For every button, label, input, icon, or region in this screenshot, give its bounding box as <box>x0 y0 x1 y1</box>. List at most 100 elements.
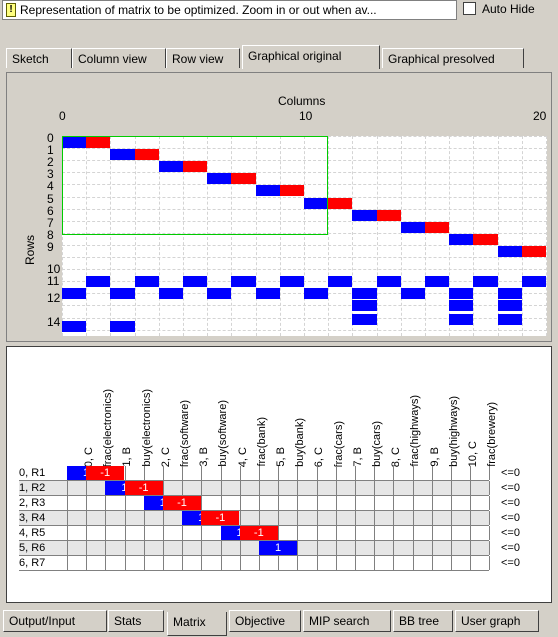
cell-divider <box>297 556 299 570</box>
tab-output-input[interactable]: Output/Input <box>3 610 107 632</box>
tab-mip-search[interactable]: MIP search <box>303 610 391 632</box>
matrix-value-cell[interactable]: -1 <box>201 511 240 525</box>
cell-divider <box>316 541 318 555</box>
matrix-value-cell[interactable]: -1 <box>124 481 163 495</box>
cell-divider <box>201 526 203 540</box>
cell-divider <box>124 556 126 570</box>
cell-divider <box>355 496 356 510</box>
positive-cell <box>497 300 522 312</box>
tab-row-view[interactable]: Row view <box>166 48 240 68</box>
matrix-value-cell[interactable]: -1 <box>239 526 278 540</box>
cell-divider <box>412 526 414 540</box>
row-tick-label: 8 <box>47 227 54 242</box>
row-tick-label: 7 <box>47 215 54 230</box>
positive-cell <box>255 185 280 197</box>
cell-divider <box>393 526 395 540</box>
tab-column-view[interactable]: Column view <box>72 48 166 68</box>
cell-divider <box>259 466 260 480</box>
positive-cell <box>255 288 280 300</box>
cell-divider <box>335 541 337 555</box>
negative-cell <box>231 173 256 185</box>
cell-divider <box>412 466 414 480</box>
column-header: buy(bank) <box>294 418 307 467</box>
matrix-value-cell[interactable]: 1 <box>259 541 297 555</box>
grid-row-line <box>62 232 547 235</box>
cell-divider <box>431 541 433 555</box>
cell-divider <box>470 556 472 570</box>
autohide-label[interactable]: Auto Hide <box>482 2 535 16</box>
cell-divider <box>67 541 68 555</box>
positive-cell <box>304 288 329 300</box>
cell-divider <box>451 496 452 510</box>
tab-matrix[interactable]: Matrix <box>167 612 227 636</box>
tab-sketch[interactable]: Sketch <box>6 48 72 68</box>
column-header: 5, B <box>275 447 287 467</box>
cell-divider <box>355 541 356 555</box>
cell-divider <box>239 496 241 510</box>
cell-divider <box>124 541 126 555</box>
column-header: 6, C <box>313 446 326 467</box>
cell-divider <box>355 526 356 540</box>
cell-divider <box>374 541 376 555</box>
matrix-sparsity-plot[interactable] <box>62 136 547 336</box>
grid-col-line <box>183 136 185 336</box>
row-relation: <=0 <box>501 527 520 539</box>
positive-cell <box>110 320 135 332</box>
grid-col-line <box>255 136 258 336</box>
tab-graphical-original[interactable]: Graphical original <box>242 45 380 69</box>
row-tick-label: 6 <box>47 203 54 218</box>
positive-cell <box>158 288 183 300</box>
cell-divider <box>105 541 107 555</box>
autohide-checkbox[interactable] <box>463 2 476 15</box>
grid-row-line <box>62 208 547 211</box>
cell-divider <box>412 556 414 570</box>
tab-bb-tree[interactable]: BB tree <box>393 610 453 632</box>
column-header: buy(software) <box>217 400 230 467</box>
cell-divider <box>67 526 68 540</box>
negative-cell <box>183 161 208 173</box>
column-header: 1, B <box>121 447 134 467</box>
grid-col-line <box>376 136 379 336</box>
zoom-selection-rectangle[interactable] <box>62 136 329 236</box>
matrix-value-cell[interactable]: -1 <box>86 466 125 480</box>
positive-cell <box>328 276 353 288</box>
cell-divider <box>412 496 414 510</box>
matrix-row: 6, R7 <=0 <box>19 556 520 571</box>
cell-divider <box>470 466 472 480</box>
rows-axis-label: Rows <box>23 235 37 266</box>
positive-cell <box>449 233 474 245</box>
grid-col-line <box>497 136 500 336</box>
cell-divider <box>451 466 452 480</box>
cell-divider <box>316 481 318 495</box>
cell-divider <box>470 481 472 495</box>
positive-cell <box>231 276 256 288</box>
positive-cell <box>497 245 522 257</box>
positive-cell <box>207 288 232 300</box>
cell-divider <box>124 466 126 480</box>
tab-user-graph[interactable]: User graph <box>455 610 539 632</box>
cell-divider <box>355 481 356 495</box>
cell-divider <box>451 556 452 570</box>
tab-objective[interactable]: Objective <box>229 610 301 632</box>
cell-divider <box>489 466 491 480</box>
cell-divider <box>489 481 491 495</box>
tab-stats[interactable]: Stats <box>108 610 164 632</box>
grid-row-line <box>62 184 547 186</box>
grid-row-line <box>62 148 547 150</box>
cell-divider <box>278 496 280 510</box>
positive-cell <box>158 161 183 173</box>
grid-row-line <box>62 281 547 283</box>
cell-divider <box>393 466 395 480</box>
matrix-value-cell[interactable]: -1 <box>163 496 201 510</box>
cell-divider <box>297 481 299 495</box>
column-header: buy(electronics) <box>140 389 153 467</box>
grid-col-line <box>546 136 548 336</box>
tab-graphical-presolved[interactable]: Graphical presolved <box>382 48 524 68</box>
cell-divider <box>182 466 184 480</box>
cell-divider <box>201 496 203 510</box>
cell-divider <box>489 541 491 555</box>
grid-col-line <box>521 136 524 336</box>
cell-divider <box>316 511 318 525</box>
cell-divider <box>220 481 222 495</box>
view-tabs: Sketch Column view Row view Graphical or… <box>6 45 552 72</box>
